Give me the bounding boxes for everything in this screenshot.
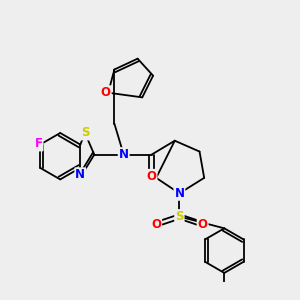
Text: O: O [151, 218, 161, 231]
Text: N: N [174, 187, 184, 200]
Text: N: N [75, 168, 85, 181]
Text: F: F [34, 137, 43, 151]
Text: O: O [146, 170, 157, 183]
Text: S: S [81, 127, 89, 140]
Text: S: S [175, 210, 184, 223]
Text: O: O [198, 218, 208, 231]
Text: N: N [119, 148, 129, 161]
Text: O: O [101, 86, 111, 99]
